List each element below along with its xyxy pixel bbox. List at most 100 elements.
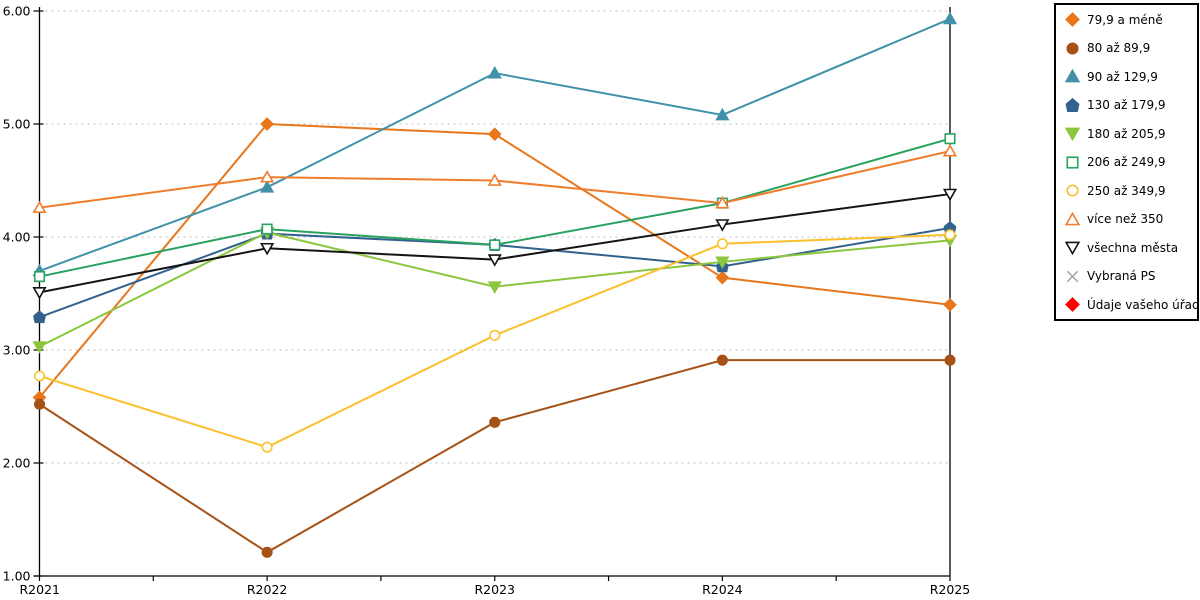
series-8 [32, 188, 958, 300]
legend-label: 79,9 a méně [1087, 12, 1163, 27]
circle-icon [489, 416, 501, 428]
y-axis-label: 2.00 [3, 456, 31, 471]
triangle-up-icon [715, 195, 730, 209]
triangle-down-icon [1065, 127, 1080, 141]
triangle-up-icon [1065, 211, 1080, 225]
legend-item: 206 až 249,9 [1065, 155, 1195, 170]
triangle-up-icon [487, 66, 502, 79]
legend-item: Vybraná PS [1065, 269, 1195, 284]
series-6 [33, 229, 956, 453]
triangle-up-icon [942, 143, 958, 157]
triangle-down-icon [942, 188, 958, 202]
circle-icon [1066, 41, 1079, 55]
triangle-down-icon [1065, 240, 1080, 255]
series-7 [32, 143, 958, 213]
circle-icon [1066, 184, 1079, 197]
legend-item: 250 až 349,9 [1065, 183, 1195, 198]
triangle-up-icon [1065, 211, 1080, 227]
circle-icon [261, 441, 273, 453]
circle-icon [489, 329, 501, 341]
triangle-up-icon [260, 169, 275, 183]
triangle-up-icon [1065, 69, 1080, 83]
legend-item: 130 až 179,9 [1065, 97, 1195, 113]
pentagon-icon [1065, 97, 1080, 113]
square-icon [1066, 155, 1079, 169]
triangle-down-icon [715, 256, 730, 269]
legend-label: Vybraná PS [1087, 269, 1156, 283]
circle-icon [944, 229, 956, 241]
legend-label: 130 až 179,9 [1087, 98, 1166, 112]
circle-icon [716, 354, 728, 366]
legend-item: 90 až 129,9 [1065, 69, 1195, 84]
diamond-icon [260, 117, 274, 131]
legend-label: 180 až 205,9 [1087, 126, 1166, 141]
triangle-up-icon [1065, 69, 1080, 84]
square-icon [1065, 155, 1080, 170]
series-line [38, 359, 950, 554]
square-icon [489, 239, 501, 251]
triangle-up-icon [32, 200, 47, 213]
pentagon-icon [33, 310, 46, 324]
circle-icon [1065, 183, 1080, 198]
x-mark-icon [1066, 270, 1079, 282]
triangle-up-icon [942, 11, 958, 25]
triangle-up-icon [715, 107, 730, 121]
y-axis-label: 3.00 [3, 343, 31, 358]
square-icon [261, 223, 273, 235]
pentagon-icon [1065, 97, 1080, 112]
diamond-icon [487, 127, 502, 142]
legend-label: více než 350 [1087, 212, 1164, 226]
x-icon [1065, 269, 1080, 284]
triangle-down-icon [487, 254, 502, 267]
series-2 [32, 11, 958, 277]
circle-icon [261, 546, 273, 558]
diamond-icon [1065, 12, 1080, 27]
x-axis-label: R2022 [247, 582, 288, 597]
legend-item: 80 až 89,9 [1065, 41, 1195, 56]
triangle-down-icon [32, 287, 47, 300]
y-axis-label: 1.00 [3, 569, 31, 584]
triangle-up-icon [487, 173, 502, 186]
legend-item: 79,9 a méně [1065, 12, 1195, 27]
triangle-down-icon [1065, 241, 1080, 255]
diamond-icon [943, 297, 957, 312]
legend-label: Údaje vašeho úřadu [1087, 297, 1200, 312]
square-icon [33, 270, 46, 283]
triangle-down-icon [487, 281, 502, 294]
legend-label: všechna města [1087, 240, 1179, 255]
legend: 79,9 a méně 80 až 89,9 90 až 129,9 130 až 1… [1054, 3, 1200, 321]
legend-item: Údaje vašeho úřadu [1065, 297, 1200, 312]
diamond-icon [715, 270, 730, 285]
triangle-down-icon [715, 219, 730, 232]
diamond-icon [1065, 297, 1080, 312]
y-axis-label: 4.00 [3, 230, 31, 245]
circle-icon [33, 370, 46, 382]
x-axis-label: R2024 [702, 582, 743, 597]
circle-icon [33, 398, 46, 410]
diamond-icon [1065, 297, 1080, 312]
legend-label: 80 až 89,9 [1087, 41, 1151, 55]
x-axis-label: R2025 [930, 582, 971, 597]
diamond-icon [1065, 12, 1080, 27]
legend-label: 250 až 349,9 [1087, 183, 1166, 198]
legend-item: 180 až 205,9 [1065, 126, 1195, 141]
x-axis-label: R2023 [475, 582, 516, 597]
triangle-up-icon [260, 180, 275, 193]
x-axis-label: R2021 [20, 582, 61, 597]
circle-icon [1065, 41, 1080, 56]
triangle-down-icon [1065, 126, 1080, 141]
legend-label: 206 až 249,9 [1087, 155, 1166, 169]
legend-item: všechna města [1065, 240, 1195, 255]
y-axis-label: 5.00 [3, 117, 31, 132]
triangle-down-icon [32, 341, 47, 354]
series-1 [33, 354, 956, 558]
circle-icon [716, 238, 728, 250]
legend-item: více než 350 [1065, 211, 1195, 227]
legend-label: 90 až 129,9 [1087, 69, 1158, 84]
triangle-down-icon [260, 242, 275, 256]
circle-icon [944, 354, 956, 366]
y-axis-label: 6.00 [3, 4, 31, 19]
square-icon [944, 133, 956, 145]
